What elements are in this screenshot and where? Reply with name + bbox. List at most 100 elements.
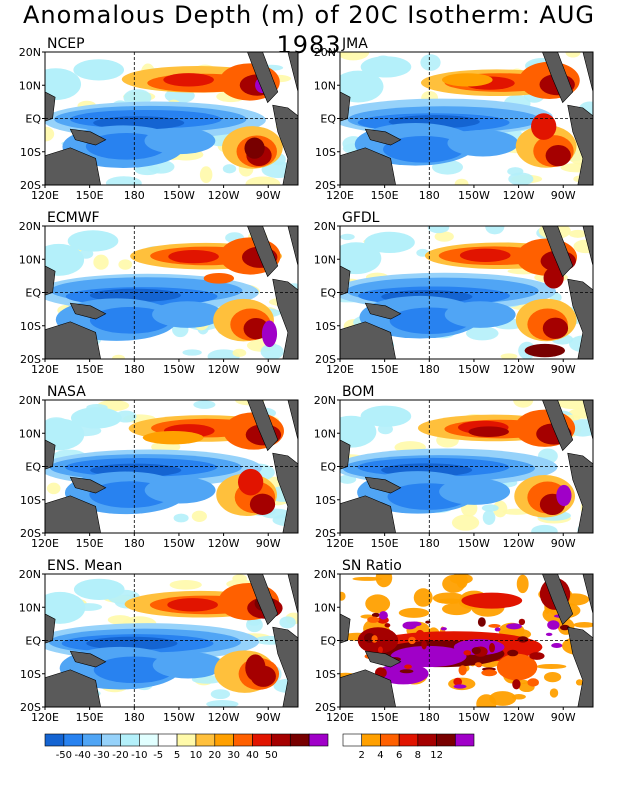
land-mass bbox=[582, 226, 593, 266]
land-mass bbox=[582, 574, 593, 614]
lon-tick-label: 150W bbox=[163, 189, 195, 202]
lon-tick-label: 120W bbox=[503, 711, 535, 724]
lat-tick-label: 10S bbox=[20, 494, 41, 507]
land-mass bbox=[272, 452, 298, 533]
lat-tick-label: 20S bbox=[20, 179, 41, 192]
anomaly-field bbox=[340, 574, 593, 707]
land-mass bbox=[364, 128, 402, 146]
panel-label: SN Ratio bbox=[342, 558, 402, 574]
lon-tick-label: 150E bbox=[371, 363, 399, 376]
lat-tick-label: 20S bbox=[20, 353, 41, 366]
colorbar-label: 30 bbox=[227, 750, 240, 761]
colorbar-swatch bbox=[63, 733, 84, 747]
colorbar-swatch bbox=[195, 733, 216, 747]
land-mass bbox=[247, 400, 279, 452]
lon-tick-label: 180 bbox=[419, 537, 440, 550]
lon-tick-label: 120E bbox=[31, 711, 59, 724]
lat-tick-label: 10S bbox=[20, 668, 41, 681]
lon-tick-label: 120E bbox=[31, 363, 59, 376]
anomaly-field bbox=[340, 226, 593, 359]
colorbar-label: 2 bbox=[359, 750, 365, 761]
lon-tick-label: 150W bbox=[163, 363, 195, 376]
colorbar-swatch bbox=[233, 733, 253, 747]
colorbar-label: 4 bbox=[377, 750, 383, 761]
lon-tick-label: 150E bbox=[371, 537, 399, 550]
lon-tick-label: 120W bbox=[208, 711, 240, 724]
land-mass bbox=[567, 278, 593, 359]
colorbar-swatch bbox=[454, 733, 475, 747]
lon-tick-label: 150W bbox=[163, 537, 195, 550]
panel-label: JMA bbox=[341, 36, 368, 52]
anomaly-field bbox=[45, 400, 298, 533]
anomaly-field bbox=[340, 400, 593, 533]
colorbar-label: 12 bbox=[430, 750, 443, 761]
land-mass bbox=[542, 574, 574, 626]
anomaly-field bbox=[340, 52, 593, 185]
lon-tick-label: 180 bbox=[124, 537, 145, 550]
lat-tick-label: 10N bbox=[19, 601, 41, 614]
colorbar-anomaly: -50 -40 -30 -20 -10 -5 5 10 20 30 40 50 bbox=[44, 733, 329, 761]
land-mass bbox=[364, 476, 402, 494]
lon-tick-label: 90W bbox=[551, 189, 576, 202]
lon-tick-label: 90W bbox=[256, 363, 281, 376]
land-mass bbox=[45, 669, 101, 707]
colorbar-label: -10 bbox=[131, 750, 147, 761]
lat-tick-label: 20S bbox=[315, 527, 336, 540]
land-mass bbox=[247, 52, 279, 104]
lat-tick-label: 20S bbox=[20, 527, 41, 540]
land-mass bbox=[542, 400, 574, 452]
colorbar-swatch bbox=[308, 733, 329, 747]
lat-tick-label: 20N bbox=[314, 568, 336, 581]
land-mass bbox=[69, 650, 107, 668]
land-mass bbox=[287, 226, 298, 266]
panel-label: ENS. Mean bbox=[47, 558, 122, 574]
colorbar-label: 5 bbox=[174, 750, 180, 761]
lon-tick-label: 180 bbox=[124, 363, 145, 376]
lat-tick-label: 20N bbox=[19, 394, 41, 407]
lon-tick-label: 90W bbox=[551, 711, 576, 724]
lon-tick-label: 150E bbox=[371, 711, 399, 724]
lon-tick-label: 120E bbox=[326, 711, 354, 724]
colorbar-swatch bbox=[271, 733, 291, 747]
lat-tick-label: 10S bbox=[315, 494, 336, 507]
lon-tick-label: 150E bbox=[76, 363, 104, 376]
colorbar-label: 6 bbox=[396, 750, 402, 761]
land-mass bbox=[45, 321, 101, 359]
colorbar-label: 8 bbox=[415, 750, 421, 761]
colorbar-swatch bbox=[380, 733, 400, 747]
lat-tick-label: 10N bbox=[314, 427, 336, 440]
colorbar-swatch bbox=[120, 733, 140, 747]
lon-tick-label: 120W bbox=[503, 363, 535, 376]
lat-tick-label: 20S bbox=[315, 353, 336, 366]
lat-tick-label: EQ bbox=[320, 635, 336, 648]
land-mass bbox=[272, 278, 298, 359]
lon-tick-label: 120E bbox=[31, 189, 59, 202]
lat-tick-label: 20S bbox=[315, 179, 336, 192]
anomaly-field bbox=[45, 226, 298, 359]
colorbar-swatch bbox=[342, 733, 363, 747]
lat-tick-label: 10N bbox=[314, 253, 336, 266]
lon-tick-label: 150E bbox=[371, 189, 399, 202]
lon-tick-label: 150W bbox=[163, 711, 195, 724]
lat-tick-label: 10N bbox=[19, 427, 41, 440]
lon-tick-label: 120W bbox=[208, 363, 240, 376]
lat-tick-label: 10S bbox=[20, 320, 41, 333]
lon-tick-label: 180 bbox=[419, 363, 440, 376]
colorbar-swatch bbox=[82, 733, 102, 747]
lon-tick-label: 90W bbox=[256, 537, 281, 550]
colorbar-swatch bbox=[361, 733, 381, 747]
lon-tick-label: 150W bbox=[458, 189, 490, 202]
lon-tick-label: 150E bbox=[76, 189, 104, 202]
land-mass bbox=[340, 495, 396, 533]
lat-tick-label: 10S bbox=[315, 668, 336, 681]
lon-tick-label: 90W bbox=[256, 189, 281, 202]
lat-tick-label: 20N bbox=[19, 220, 41, 233]
land-mass bbox=[340, 669, 396, 707]
lon-tick-label: 120E bbox=[31, 537, 59, 550]
